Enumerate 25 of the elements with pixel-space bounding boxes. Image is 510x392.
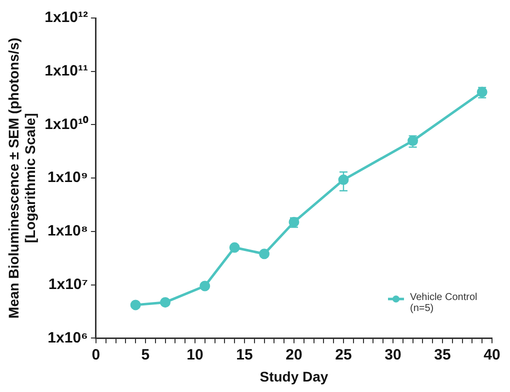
legend-label: Vehicle Control (n=5) — [410, 292, 478, 314]
point — [200, 280, 210, 292]
x-tick-label: 15 — [236, 346, 253, 364]
x-tick-label: 10 — [186, 346, 204, 364]
y-tick-label: 1x10⁷ — [48, 276, 88, 293]
y-tick-label: 1x10¹² — [44, 9, 88, 26]
point — [160, 297, 171, 308]
y-tick-label: 1x10⁸ — [47, 222, 88, 240]
x-tick-label: 40 — [484, 346, 500, 364]
x-tick-label: 30 — [384, 346, 402, 364]
x-tick-label: 0 — [92, 346, 100, 364]
point — [259, 248, 270, 260]
point — [338, 174, 349, 186]
y-tick-label: 1x10¹⁰ — [44, 114, 89, 133]
x-tick-label: 25 — [335, 346, 352, 364]
y-tick-label: 1x10¹¹ — [44, 62, 88, 80]
y-axis-title: Mean Bioluminescence ± SEM (photons/s) [Logarithmic Scale] — [5, 38, 38, 318]
point — [229, 242, 240, 253]
y-tick-label: 1x10⁹ — [47, 169, 88, 186]
x-axis-title: Study Day — [260, 368, 328, 384]
point — [130, 300, 141, 310]
x-tick-label: 20 — [286, 346, 302, 364]
x-tick-label: 35 — [434, 346, 451, 364]
y-tick-label: 1x10⁶ — [48, 329, 88, 346]
x-tick-label: 5 — [141, 346, 150, 364]
